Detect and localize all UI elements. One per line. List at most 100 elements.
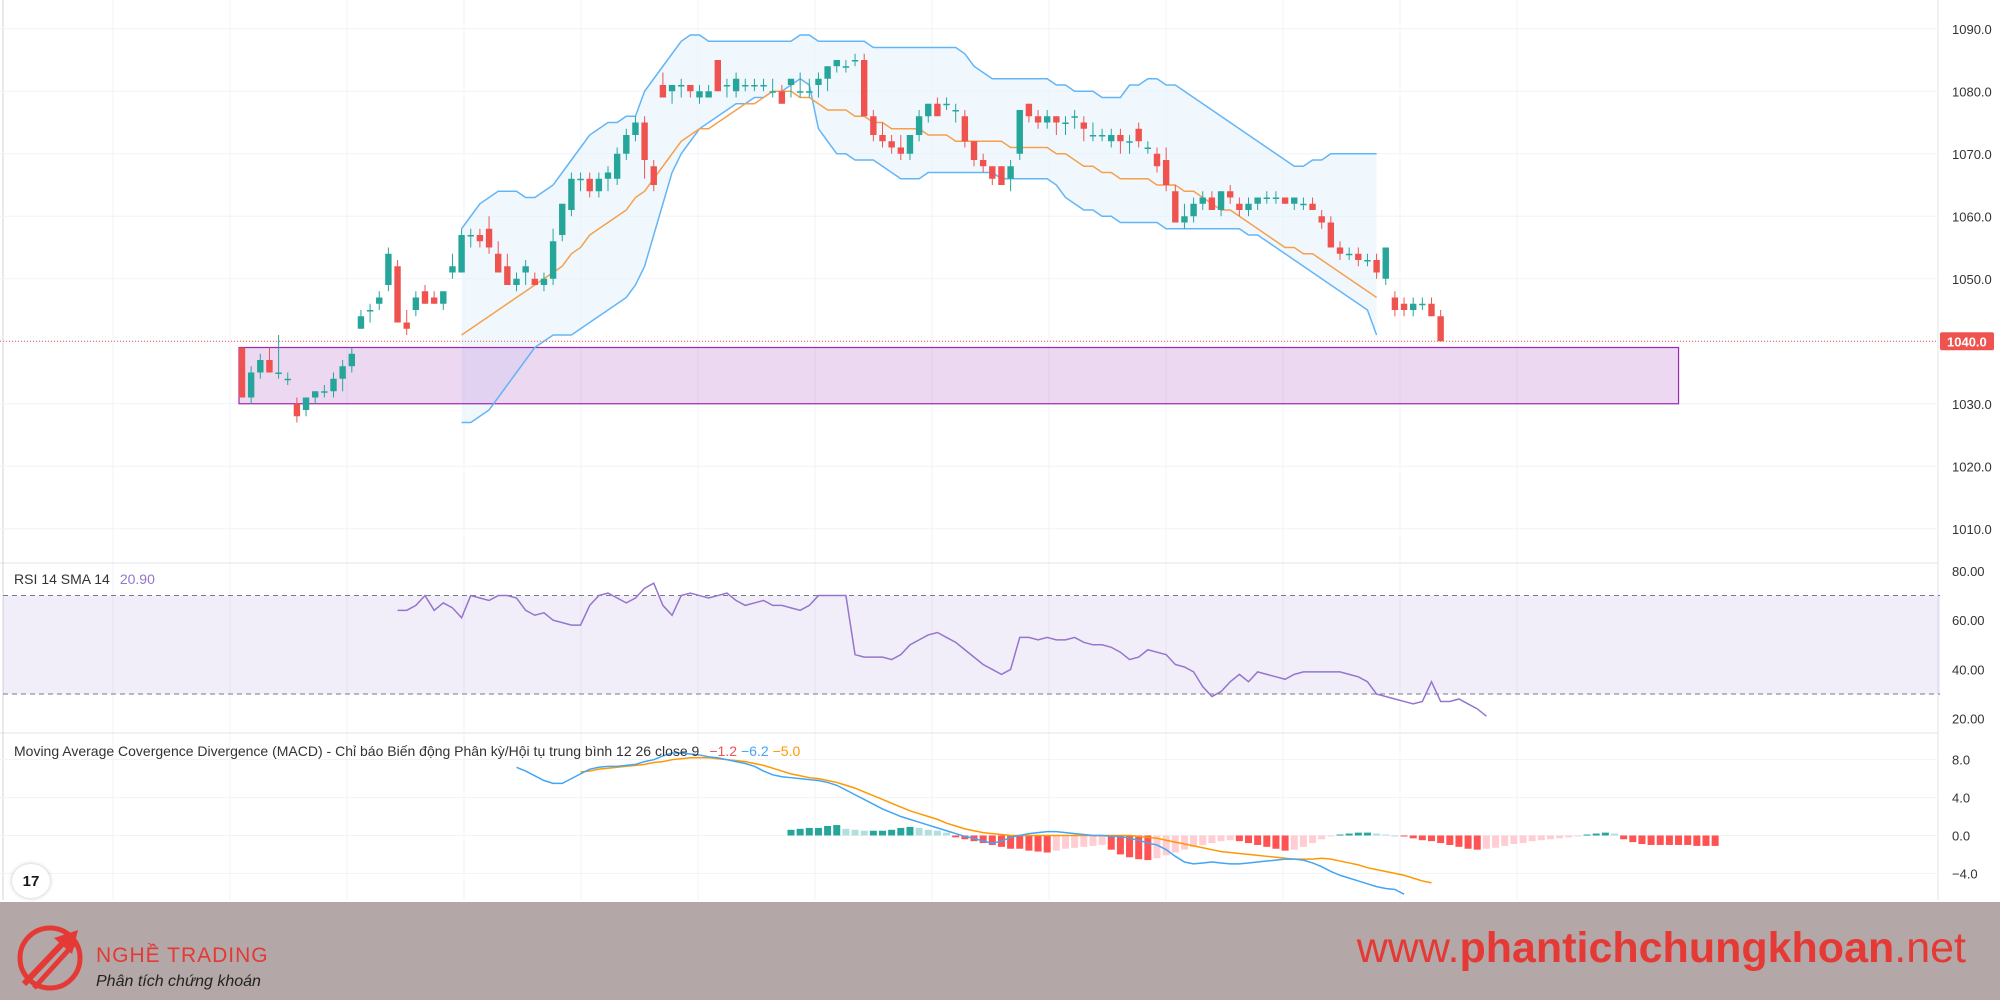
macd-histogram-bar	[1345, 833, 1353, 836]
candle	[1410, 297, 1417, 317]
candle	[1309, 197, 1316, 210]
candle	[275, 335, 282, 379]
candle-body	[1071, 116, 1078, 118]
candle	[385, 247, 392, 292]
candle	[769, 78, 776, 98]
candle	[824, 66, 831, 92]
macd-histogram-bar	[1135, 835, 1143, 860]
candle	[1345, 247, 1353, 260]
macd-histogram-bar	[1153, 835, 1161, 859]
macd-histogram-bar	[1556, 835, 1564, 839]
macd-histogram-bar	[1254, 835, 1262, 845]
candle	[247, 366, 255, 404]
candle-body	[879, 135, 886, 142]
site-url[interactable]: www.phantichchungkhoan.net	[1357, 924, 1966, 973]
trend-arrows-icon	[17, 925, 83, 991]
candle-body	[449, 266, 456, 273]
candle-body	[1327, 222, 1335, 248]
candle	[1007, 160, 1014, 192]
candle	[888, 135, 895, 154]
candle-body	[613, 153, 621, 179]
macd-histogram-bar	[1272, 835, 1280, 849]
macd-histogram-bar	[888, 829, 896, 836]
macd-legend-signal-value: −5.0	[772, 743, 801, 759]
candle-body	[1217, 191, 1225, 210]
candle	[495, 241, 502, 273]
macd-histogram-bar	[1043, 835, 1051, 853]
candle	[376, 291, 383, 310]
candle-body	[687, 85, 694, 92]
bollinger-band-fill	[461, 35, 1377, 423]
candle	[650, 160, 657, 192]
candle	[1080, 116, 1087, 142]
macd-histogram-bar	[805, 827, 813, 836]
macd-histogram-bar	[979, 835, 987, 844]
macd-histogram-bar	[1299, 835, 1307, 847]
macd-histogram-bar	[1684, 835, 1692, 845]
price-tick-label: 1090.0	[1952, 22, 1992, 37]
chart-area[interactable]: 1090.0 1080.0 1070.0 1060.0 1050.0 1030.0 1020…	[0, 0, 2000, 900]
candle-body	[1098, 135, 1106, 137]
candle	[879, 122, 886, 148]
macd-histogram-bar	[1501, 835, 1509, 846]
candle	[266, 347, 273, 373]
candle-body	[970, 141, 978, 160]
macd-histogram-bar	[1373, 833, 1381, 836]
macd-histogram-bar	[1071, 835, 1079, 848]
macd-histogram-bar	[1354, 832, 1362, 836]
candle	[357, 310, 365, 329]
candle-body	[1208, 197, 1216, 210]
macd-tick-label: 4.0	[1952, 791, 1970, 806]
candle-body	[1336, 247, 1344, 254]
candle	[641, 116, 648, 179]
candle	[1336, 241, 1344, 260]
macd-signal-line	[580, 757, 1432, 884]
macd-histogram-bar	[1098, 835, 1106, 845]
macd-histogram-bar	[1656, 835, 1664, 845]
candle-body	[247, 372, 255, 398]
candle-body	[1162, 160, 1170, 185]
macd-histogram-bar	[1263, 835, 1271, 847]
macd-histogram-bar	[1309, 835, 1317, 844]
macd-histogram-bar	[1437, 835, 1445, 844]
candle	[1172, 185, 1179, 223]
candle	[1153, 147, 1161, 173]
candle	[970, 141, 978, 167]
candle-body	[504, 266, 511, 285]
candle	[1373, 253, 1380, 279]
candle	[1053, 116, 1060, 135]
candle-body	[577, 178, 584, 181]
candle	[732, 72, 740, 98]
candle	[778, 85, 786, 104]
rsi-tick-label: 20.00	[1952, 712, 1985, 727]
candle-body	[1272, 197, 1280, 199]
candle	[1162, 147, 1170, 192]
candle	[979, 153, 987, 173]
candle-body	[623, 135, 630, 154]
candle-body	[495, 253, 502, 273]
site-bold: phantichchungkhoan	[1459, 924, 1895, 972]
macd-histogram-bar	[1336, 834, 1344, 836]
macd-histogram-bar	[1620, 835, 1628, 840]
macd-histogram-bar	[851, 829, 859, 836]
candle	[1281, 197, 1289, 204]
candle	[1382, 247, 1389, 285]
candle	[1263, 191, 1270, 204]
candle-body	[293, 403, 301, 417]
candle-body	[824, 66, 831, 79]
macd-histogram-bar	[1400, 835, 1408, 837]
candle	[531, 272, 538, 285]
candle-body	[925, 103, 932, 117]
candle-body	[1300, 203, 1307, 206]
candle-body	[632, 122, 639, 135]
bollinger-upper-line	[460, 34, 1377, 230]
candle	[842, 60, 850, 73]
candle	[1135, 122, 1142, 148]
candle	[513, 272, 520, 292]
macd-legend-label: Moving Average Covergence Divergence (MA…	[14, 743, 700, 759]
tradingview-logo-icon[interactable]: 17	[12, 864, 50, 898]
macd-histogram-bar	[1546, 835, 1554, 840]
last-price-label: 1040.0	[1947, 334, 1987, 349]
candle	[586, 172, 593, 198]
candle-body	[1053, 116, 1060, 123]
